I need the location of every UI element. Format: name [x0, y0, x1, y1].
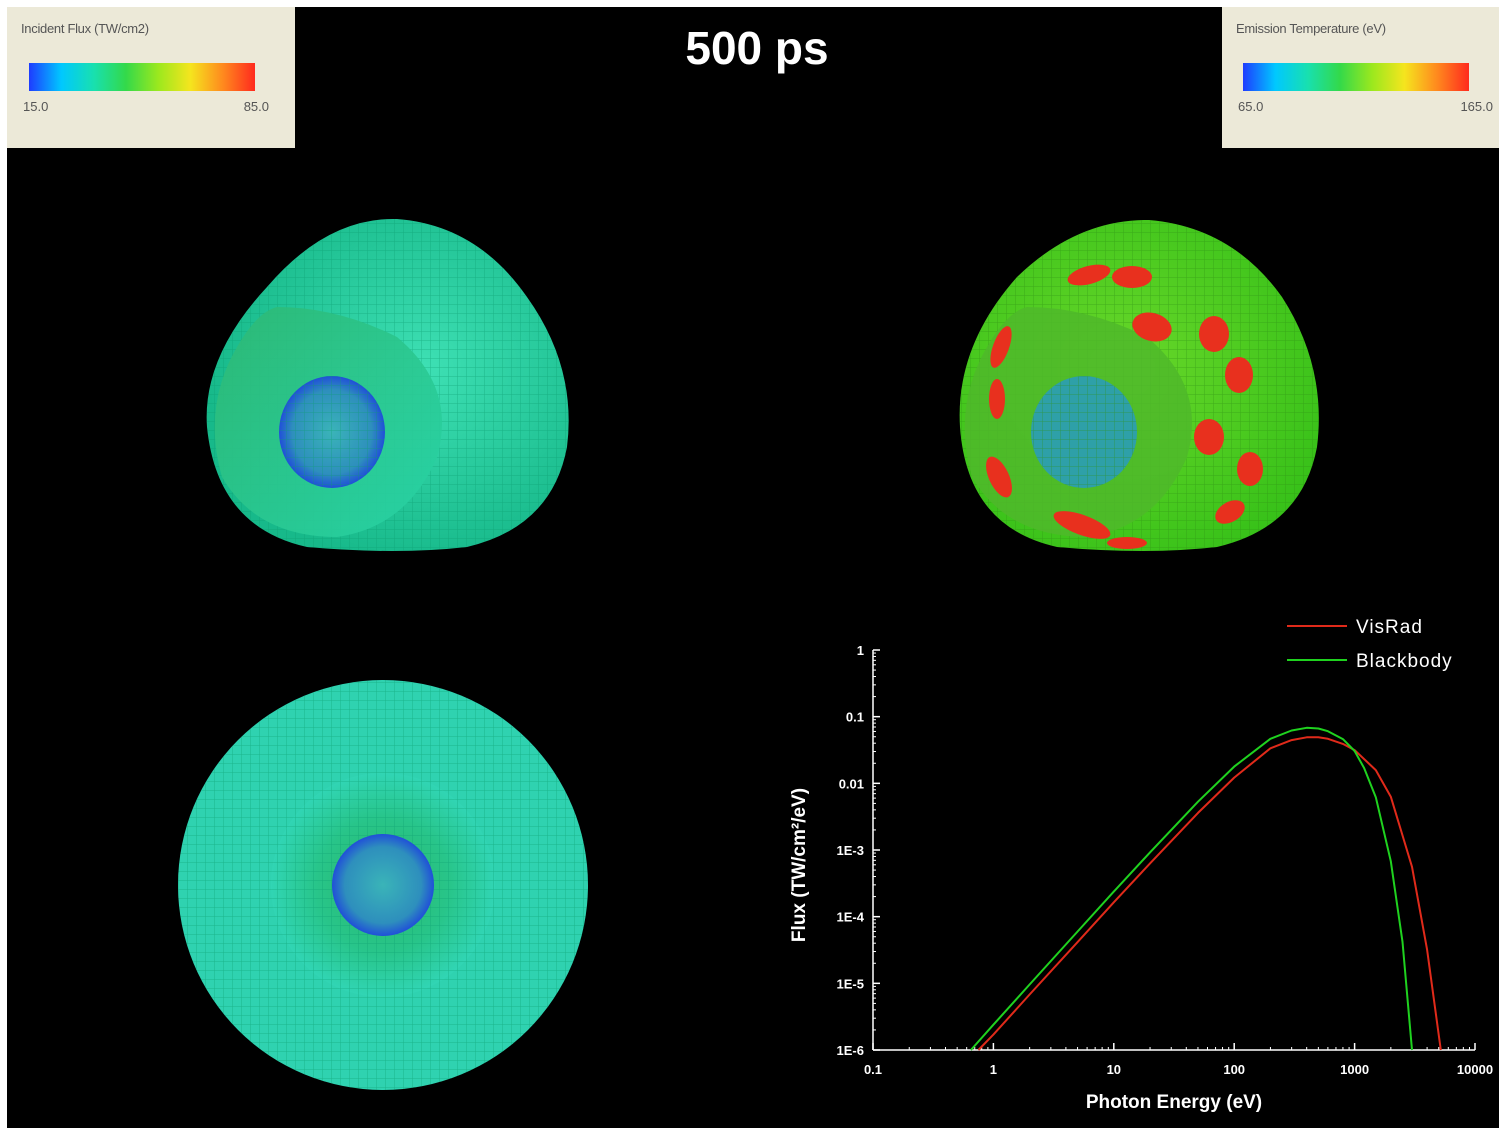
x-tick-label: 100 — [1223, 1062, 1245, 1077]
chart-y-label: Flux (TW/cm²/eV) — [789, 788, 810, 942]
x-tick-label: 1000 — [1340, 1062, 1369, 1077]
y-tick-label: 1 — [857, 643, 864, 658]
chart-x-label: Photon Energy (eV) — [1086, 1092, 1262, 1113]
legend-label-visrad: VisRad — [1356, 617, 1423, 638]
temperature-colorbar — [1243, 63, 1469, 91]
hohlraum-flux-axial-view — [178, 680, 588, 1090]
flux-legend-title: Incident Flux (TW/cm2) — [21, 21, 149, 36]
flux-spectrum-chart: 0.1 1 10 100 1000 10000 1 0.1 0.01 1E-3 1E-4 1E-5 1… — [789, 617, 1493, 1113]
temperature-legend-max: 165.0 — [1460, 99, 1493, 114]
y-tick-label: 1E-3 — [837, 843, 864, 858]
flux-legend-max: 85.0 — [243, 99, 269, 114]
x-tick-label: 10 — [1107, 1062, 1121, 1077]
hohlraum-temperature-oblique-view — [959, 219, 1319, 552]
chart-legend: VisRad Blackbody — [1287, 617, 1453, 672]
y-tick-label: 0.1 — [846, 710, 864, 725]
laser-hot-spots — [986, 264, 1263, 549]
temperature-legend-title: Emission Temperature (eV) — [1236, 21, 1386, 36]
y-tick-label: 1E-5 — [837, 976, 864, 991]
time-label: 500 ps — [685, 22, 829, 74]
series-line-visrad — [977, 736, 1442, 1051]
flux-legend-min: 15.0 — [23, 99, 49, 114]
flux-capsule-mesh — [279, 376, 385, 488]
visualization-canvas: Incident Flux (TW/cm2) 15.0 85.0 Emissio… — [7, 7, 1499, 1128]
x-tick-label: 0.1 — [864, 1062, 882, 1077]
hohlraum-flux-oblique-view — [206, 218, 569, 551]
flux-colorbar — [29, 63, 255, 91]
axial-capsule — [332, 834, 434, 936]
temperature-capsule-mesh — [1031, 376, 1137, 488]
y-tick-label: 1E-4 — [837, 910, 865, 925]
flux-color-legend: Incident Flux (TW/cm2) 15.0 85.0 — [7, 7, 295, 148]
temperature-color-legend: Emission Temperature (eV) 65.0 165.0 — [1222, 7, 1499, 148]
x-tick-label: 10000 — [1457, 1062, 1493, 1077]
y-tick-label: 0.01 — [839, 776, 864, 791]
temperature-legend-min: 65.0 — [1238, 99, 1264, 114]
series-line-blackbody — [970, 726, 1413, 1051]
x-tick-label: 1 — [990, 1062, 997, 1077]
legend-label-blackbody: Blackbody — [1356, 651, 1453, 672]
y-tick-label: 1E-6 — [837, 1043, 864, 1058]
